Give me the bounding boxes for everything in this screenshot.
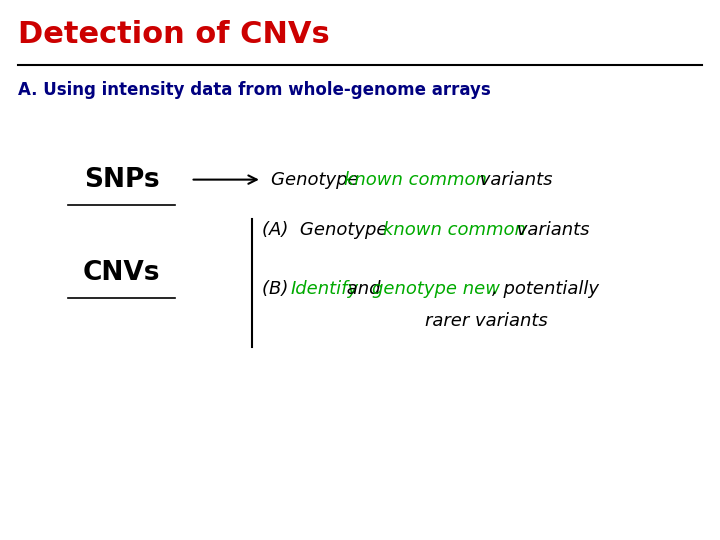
Text: (A)  Genotype: (A) Genotype — [262, 221, 393, 239]
Text: and: and — [341, 280, 386, 298]
Text: known common: known common — [344, 171, 487, 188]
Text: CNVs: CNVs — [83, 260, 161, 286]
Text: Detection of CNVs: Detection of CNVs — [19, 20, 330, 49]
Text: SNPs: SNPs — [84, 167, 159, 193]
Text: known common: known common — [383, 221, 526, 239]
Text: , potentially: , potentially — [492, 280, 599, 298]
Text: (B): (B) — [262, 280, 300, 298]
Text: Genotype: Genotype — [271, 171, 364, 188]
Text: variants: variants — [511, 221, 590, 239]
Text: variants: variants — [474, 171, 552, 188]
Text: A. Using intensity data from whole-genome arrays: A. Using intensity data from whole-genom… — [19, 81, 491, 99]
Text: rarer variants: rarer variants — [426, 312, 548, 329]
Text: Identify: Identify — [290, 280, 359, 298]
Text: genotype new: genotype new — [372, 280, 500, 298]
